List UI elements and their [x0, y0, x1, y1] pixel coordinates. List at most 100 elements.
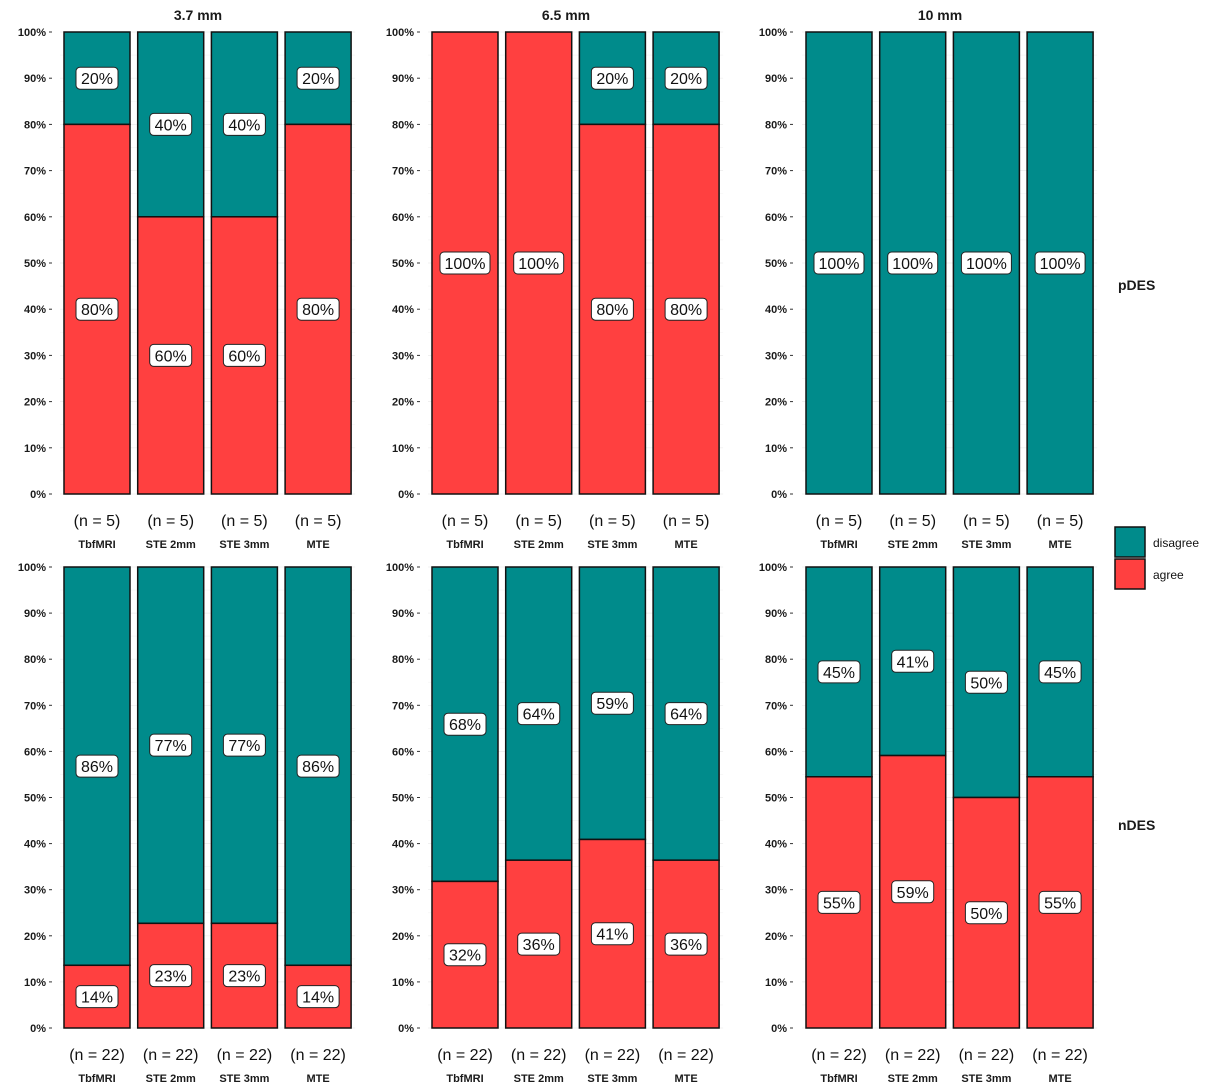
- y-tick-label: 90%: [765, 73, 787, 85]
- y-tick-label: 20%: [24, 397, 46, 409]
- y-tick-label: 0%: [771, 1023, 787, 1035]
- y-tick-label: 30%: [765, 350, 787, 362]
- data-label-box: [149, 733, 193, 757]
- y-tick-label: 60%: [24, 212, 46, 224]
- data-label: 55%: [1044, 895, 1076, 912]
- y-tick-label: 0%: [30, 1023, 46, 1035]
- bar-disagree: [578, 31, 647, 126]
- data-label-box: [590, 691, 634, 715]
- y-tick-label: 30%: [24, 885, 46, 897]
- x-tick-label: STE 2mm: [146, 1073, 196, 1085]
- data-label-box: [517, 932, 561, 956]
- y-tick-label: 90%: [24, 73, 46, 85]
- data-label: 23%: [155, 969, 187, 986]
- data-label: 77%: [228, 738, 260, 755]
- x-tick-label: STE 3mm: [587, 539, 637, 551]
- y-tick-label: 100%: [759, 27, 787, 39]
- data-label: 80%: [302, 302, 334, 319]
- data-label-box: [222, 343, 266, 367]
- x-tick-label: STE 3mm: [961, 1073, 1011, 1085]
- x-tick-label: TbfMRI: [820, 1073, 857, 1085]
- data-label-box: [296, 985, 340, 1009]
- y-tick-label: 70%: [765, 700, 787, 712]
- chart-panels: 0% 10% 20% 30% 40% 50% 60% 70% 80% 90% 100% 20% 80% (…: [18, 27, 1098, 1085]
- data-label-box: [887, 251, 939, 275]
- n-label: (n = 22): [811, 1047, 867, 1064]
- panel-pDES-0: 0% 10% 20% 30% 40% 50% 60% 70% 80% 90% 100% 20% 80% (…: [18, 27, 356, 551]
- y-tick-label: 40%: [392, 304, 414, 316]
- data-label: 45%: [1044, 665, 1076, 682]
- data-label-box: [75, 297, 119, 321]
- x-tick-label: TbfMRI: [446, 539, 483, 551]
- x-tick-label: STE 2mm: [514, 1073, 564, 1085]
- x-tick-label: MTE: [306, 1073, 329, 1085]
- n-label: (n = 5): [295, 513, 342, 530]
- panel-nDES-1: 0% 10% 20% 30% 40% 50% 60% 70% 80% 90% 100% 68% 32% (…: [386, 562, 724, 1085]
- data-label: 41%: [897, 654, 929, 671]
- y-tick-label: 80%: [24, 119, 46, 131]
- x-tick-label: MTE: [1048, 1073, 1071, 1085]
- data-label-box: [439, 251, 491, 275]
- y-tick-label: 0%: [398, 489, 414, 501]
- n-label: (n = 5): [74, 513, 121, 530]
- n-label: (n = 22): [290, 1047, 346, 1064]
- data-label-box: [75, 66, 119, 90]
- y-tick-label: 100%: [386, 27, 414, 39]
- data-label: 80%: [81, 302, 113, 319]
- data-label-box: [75, 754, 119, 778]
- data-label-box: [513, 251, 565, 275]
- data-label: 100%: [819, 256, 860, 273]
- data-label: 14%: [81, 990, 113, 1007]
- legend-label: agree: [1153, 568, 1184, 582]
- data-label: 55%: [823, 895, 855, 912]
- y-tick-label: 80%: [765, 654, 787, 666]
- n-label: (n = 22): [1032, 1047, 1088, 1064]
- y-tick-label: 20%: [765, 397, 787, 409]
- row-labels: pDES nDES: [1118, 277, 1155, 833]
- n-label: (n = 22): [658, 1047, 714, 1064]
- y-tick-label: 10%: [392, 977, 414, 989]
- y-tick-label: 0%: [771, 489, 787, 501]
- data-label: 80%: [596, 302, 628, 319]
- column-title: 10 mm: [918, 7, 962, 23]
- data-label-box: [590, 297, 634, 321]
- y-tick-label: 40%: [24, 304, 46, 316]
- y-tick-label: 10%: [24, 977, 46, 989]
- y-tick-label: 40%: [765, 304, 787, 316]
- y-tick-label: 50%: [24, 258, 46, 270]
- y-tick-label: 30%: [765, 885, 787, 897]
- column-titles: 3.7 mm 6.5 mm 10 mm: [174, 7, 962, 23]
- data-label: 59%: [897, 885, 929, 902]
- y-tick-label: 80%: [765, 119, 787, 131]
- y-tick-label: 40%: [392, 839, 414, 851]
- data-label-box: [960, 251, 1012, 275]
- y-tick-label: 20%: [24, 931, 46, 943]
- y-tick-label: 30%: [24, 350, 46, 362]
- n-label: (n = 5): [889, 513, 936, 530]
- data-label-box: [891, 649, 935, 673]
- row-label: nDES: [1118, 817, 1155, 833]
- column-title: 6.5 mm: [542, 7, 590, 23]
- legend-swatch-agree: [1114, 558, 1146, 590]
- data-label-box: [813, 251, 865, 275]
- data-label: 80%: [670, 302, 702, 319]
- data-label: 86%: [302, 759, 334, 776]
- x-tick-label: STE 3mm: [961, 539, 1011, 551]
- data-label: 77%: [155, 738, 187, 755]
- data-label: 50%: [970, 675, 1002, 692]
- n-label: (n = 5): [663, 513, 710, 530]
- data-label-box: [817, 660, 861, 684]
- x-tick-label: STE 2mm: [888, 539, 938, 551]
- data-label-box: [664, 297, 708, 321]
- n-label: (n = 22): [885, 1047, 941, 1064]
- data-label-box: [443, 943, 487, 967]
- data-label-box: [149, 343, 193, 367]
- data-label-box: [296, 66, 340, 90]
- data-label-box: [1038, 660, 1082, 684]
- n-label: (n = 22): [585, 1047, 641, 1064]
- panel-pDES-2: 0% 10% 20% 30% 40% 50% 60% 70% 80% 90% 100% 100% (n …: [759, 27, 1098, 551]
- x-tick-label: MTE: [674, 1073, 697, 1085]
- y-tick-label: 90%: [392, 608, 414, 620]
- data-label-box: [75, 985, 119, 1009]
- y-tick-label: 50%: [765, 793, 787, 805]
